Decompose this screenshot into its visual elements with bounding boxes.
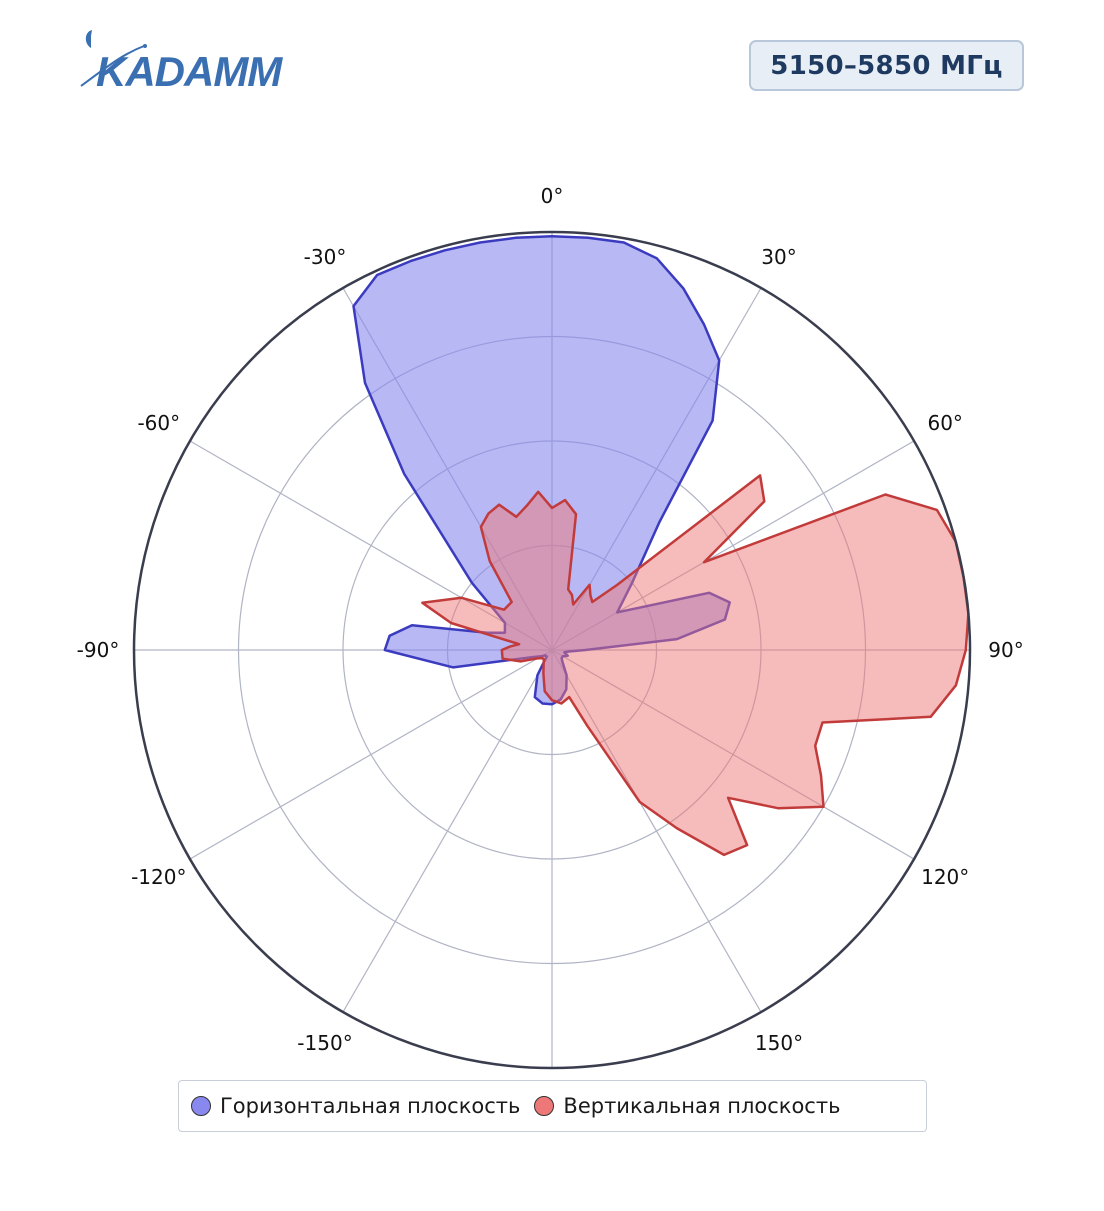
angular-tick-label: 30° <box>761 245 796 269</box>
angular-tick-label: 60° <box>927 411 962 435</box>
angular-tick-label: -30° <box>304 245 347 269</box>
angular-tick-label: -120° <box>131 865 186 889</box>
angular-tick-label: 0° <box>541 184 564 208</box>
frequency-band-badge: 5150–5850 МГц <box>749 40 1024 91</box>
angular-tick-label: -90° <box>77 638 120 662</box>
legend-label-vertical: Вертикальная плоскость <box>563 1094 841 1118</box>
legend-label-horizontal: Горизонтальная плоскость <box>220 1094 521 1118</box>
legend-swatch-horizontal-icon <box>191 1096 211 1116</box>
angular-tick-label: -60° <box>137 411 180 435</box>
series-vertical-plane <box>421 474 970 857</box>
legend-swatch-vertical-icon <box>534 1096 555 1116</box>
angular-tick-label: 90° <box>988 638 1023 662</box>
polar-outer-ring <box>132 230 972 1070</box>
legend-item-vertical: Вертикальная плоскость <box>534 1094 840 1118</box>
angular-tick-label: 120° <box>921 865 969 889</box>
svg-text:KADAMM: KADAMM <box>96 48 283 92</box>
angular-tick-label: 150° <box>755 1031 803 1055</box>
angular-tick-label: -150° <box>297 1031 352 1055</box>
kadamm-logo: KADAMM <box>80 30 284 92</box>
legend-item-horizontal: Горизонтальная плоскость <box>191 1094 520 1118</box>
legend: Горизонтальная плоскость Вертикальная пл… <box>178 1080 927 1132</box>
angular-gridline <box>189 649 553 860</box>
angular-gridline <box>342 649 553 1013</box>
